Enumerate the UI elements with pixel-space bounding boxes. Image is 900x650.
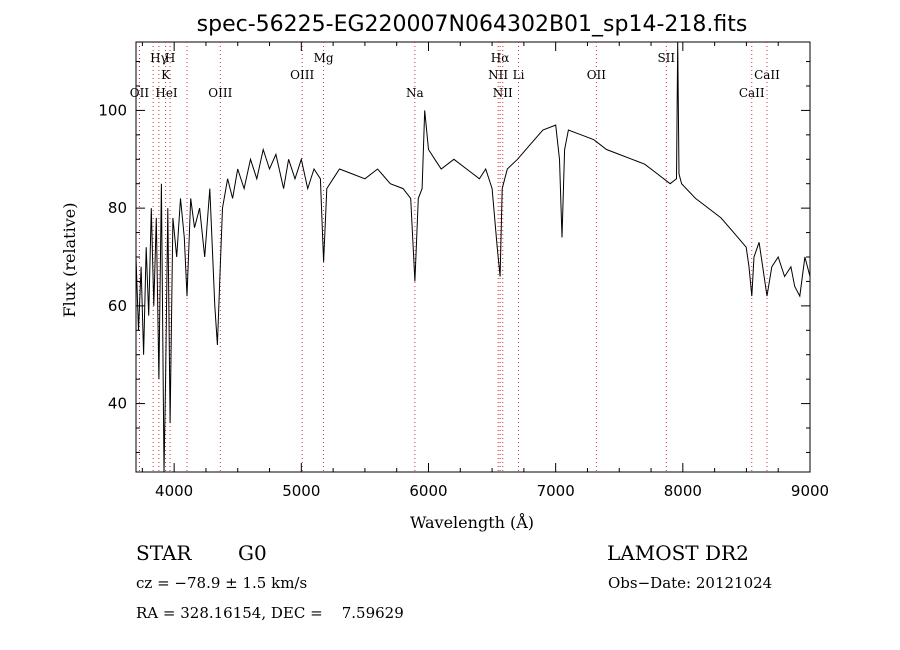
- obs-date-text: Obs−Date: 20121024: [608, 574, 773, 592]
- emission-line-markers: [138, 42, 768, 472]
- line-label: Li: [513, 68, 525, 82]
- line-label: CaII: [739, 86, 765, 100]
- redshift-text: cz = −78.9 ± 1.5 km/s: [136, 574, 308, 592]
- x-tick-label: 6000: [409, 482, 447, 500]
- x-tick-label: 8000: [664, 482, 702, 500]
- line-label: HeI: [155, 86, 178, 100]
- y-tick-label: 100: [98, 101, 127, 119]
- axis-ticks: 4000 5000 6000 7000 8000 9000 40 60 80 100: [98, 42, 829, 500]
- line-label: NII: [488, 68, 508, 82]
- x-tick-label: 9000: [791, 482, 829, 500]
- x-tick-label: 5000: [282, 482, 320, 500]
- line-label: Na: [406, 86, 424, 100]
- y-tick-label: 60: [108, 297, 127, 315]
- coordinates-text: RA = 328.16154, DEC = 7.59629: [136, 604, 404, 622]
- y-tick-label: 40: [108, 395, 127, 413]
- y-tick-label: 80: [108, 199, 127, 217]
- object-class: STAR: [136, 541, 192, 565]
- line-label: CaII: [754, 68, 780, 82]
- line-label: K: [161, 68, 171, 82]
- line-label: OIII: [208, 86, 232, 100]
- line-label: OIII: [290, 68, 314, 82]
- line-label: OII: [587, 68, 607, 82]
- x-tick-label: 7000: [537, 482, 575, 500]
- line-label: Hγ: [150, 51, 168, 65]
- line-label: H: [165, 51, 175, 65]
- line-label: Mg: [314, 51, 334, 65]
- x-tick-label: 4000: [155, 482, 193, 500]
- survey-name: LAMOST DR2: [607, 541, 749, 565]
- line-label: NII: [493, 86, 513, 100]
- y-axis-label: Flux (relative): [60, 203, 79, 318]
- line-label: OII: [130, 86, 150, 100]
- spectrum-line: [135, 41, 811, 473]
- x-axis-label: Wavelength (Å): [410, 512, 534, 532]
- line-label: Hα: [491, 51, 510, 65]
- plot-frame: [135, 41, 811, 473]
- chart-title: spec-56225-EG220007N064302B01_sp14-218.f…: [197, 12, 748, 37]
- object-subclass: G0: [238, 541, 267, 565]
- line-label: SII: [657, 51, 675, 65]
